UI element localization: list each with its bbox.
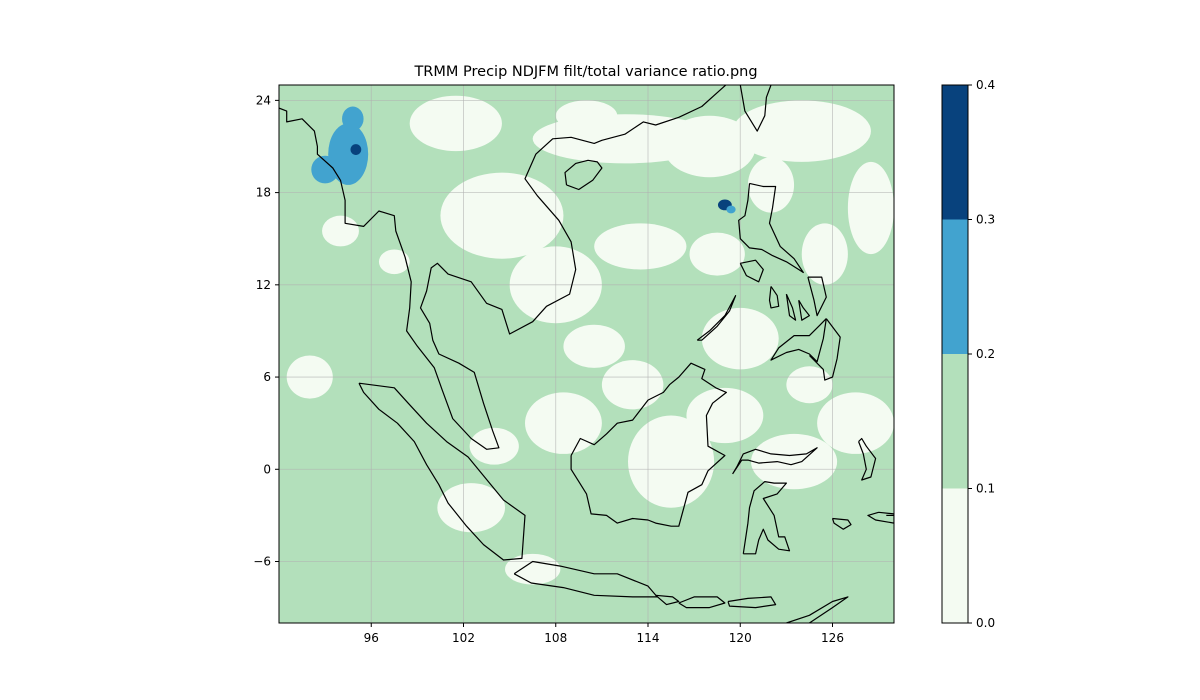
y-tick-label: 12 — [256, 278, 271, 292]
coastline-6 — [678, 596, 726, 609]
coastline-11 — [732, 447, 818, 475]
coastline-21 — [785, 293, 797, 321]
field-patch-18 — [437, 483, 506, 533]
coastline-23 — [798, 299, 810, 321]
field-patch-28 — [311, 155, 339, 184]
field-patch-9 — [469, 427, 519, 465]
coastline-8 — [786, 596, 849, 623]
colorbar-segment-3 — [942, 85, 968, 220]
plot-frame — [278, 84, 895, 624]
field-patch-30 — [350, 144, 362, 155]
field-patch-4 — [409, 95, 502, 152]
field-patch-25 — [555, 100, 618, 132]
field-patch-13 — [686, 387, 764, 444]
colorbar-tick-label: 0.4 — [976, 78, 995, 92]
coastline-18 — [739, 259, 764, 283]
y-tick-label: 18 — [256, 186, 271, 200]
field-patch-11 — [601, 360, 664, 410]
coastline-1 — [564, 159, 603, 191]
field-patch-15 — [751, 433, 838, 490]
coastline-10 — [742, 481, 791, 555]
x-tick-label: 120 — [729, 631, 752, 645]
field-patch-23 — [689, 232, 745, 276]
x-tick-label: 114 — [637, 631, 660, 645]
colorbar-segment-1 — [942, 354, 968, 489]
coastline-14 — [858, 437, 877, 481]
coastline-13 — [831, 517, 852, 530]
y-tick-label: 6 — [263, 370, 271, 384]
field-patch-0 — [440, 172, 564, 259]
x-tick-label: 102 — [452, 631, 475, 645]
field-patch-7 — [594, 223, 687, 270]
colorbar: 0.0 0.1 0.2 0.3 0.4 — [941, 78, 995, 630]
coastline-17 — [738, 182, 804, 274]
field-patch-19 — [505, 553, 561, 585]
y-tick-label: −6 — [253, 555, 271, 569]
y-axis: −6 0 6 12 18 24 — [253, 93, 279, 569]
coastline-3 — [358, 382, 526, 561]
coastline-7 — [727, 596, 777, 609]
coastline-0 — [279, 85, 727, 450]
field-patch-12 — [563, 324, 625, 368]
coastline-16 — [808, 318, 841, 381]
gridlines — [279, 85, 894, 623]
y-tick-label: 0 — [263, 462, 271, 476]
field-patch-16 — [817, 392, 894, 454]
colorbar-segment-2 — [942, 219, 968, 354]
field-patch-29 — [342, 106, 364, 132]
plot-area — [279, 85, 894, 623]
coastline-5 — [655, 594, 680, 606]
field-patch-24 — [747, 157, 795, 213]
field-patch-20 — [322, 215, 359, 247]
chart-title: TRMM Precip NDJFM filt/total variance ra… — [413, 64, 757, 80]
x-tick-label: 126 — [821, 631, 844, 645]
coastline-4 — [513, 560, 658, 598]
coastline-20 — [768, 286, 780, 309]
y-tick-label: 24 — [256, 93, 271, 107]
coastline-2 — [739, 85, 772, 132]
colorbar-tick-label: 0.2 — [976, 347, 995, 361]
colorbar-tick-label: 0.1 — [976, 482, 995, 496]
coastline-12 — [867, 511, 894, 524]
field-patch-26 — [786, 366, 833, 404]
colorbar-tick-label: 0.0 — [976, 616, 995, 630]
coastline-19 — [696, 295, 737, 341]
coastline-15 — [770, 318, 827, 363]
colorbar-tick-label: 0.3 — [976, 213, 995, 227]
x-tick-label: 108 — [544, 631, 567, 645]
field-patch-21 — [378, 249, 410, 275]
field-patch-32 — [726, 205, 736, 214]
field-patch-8 — [525, 392, 602, 454]
field-patch-5 — [732, 100, 871, 162]
colorbar-segment-0 — [942, 488, 968, 623]
x-tick-label: 96 — [364, 631, 379, 645]
field-patch-17 — [801, 223, 848, 285]
field-patch-6 — [847, 161, 894, 255]
coastline-22 — [807, 276, 827, 317]
x-axis: 96 102 108 114 120 126 — [364, 623, 844, 645]
field-patch-10 — [628, 415, 715, 508]
coastlines — [279, 85, 894, 623]
coastline-9 — [570, 362, 727, 527]
